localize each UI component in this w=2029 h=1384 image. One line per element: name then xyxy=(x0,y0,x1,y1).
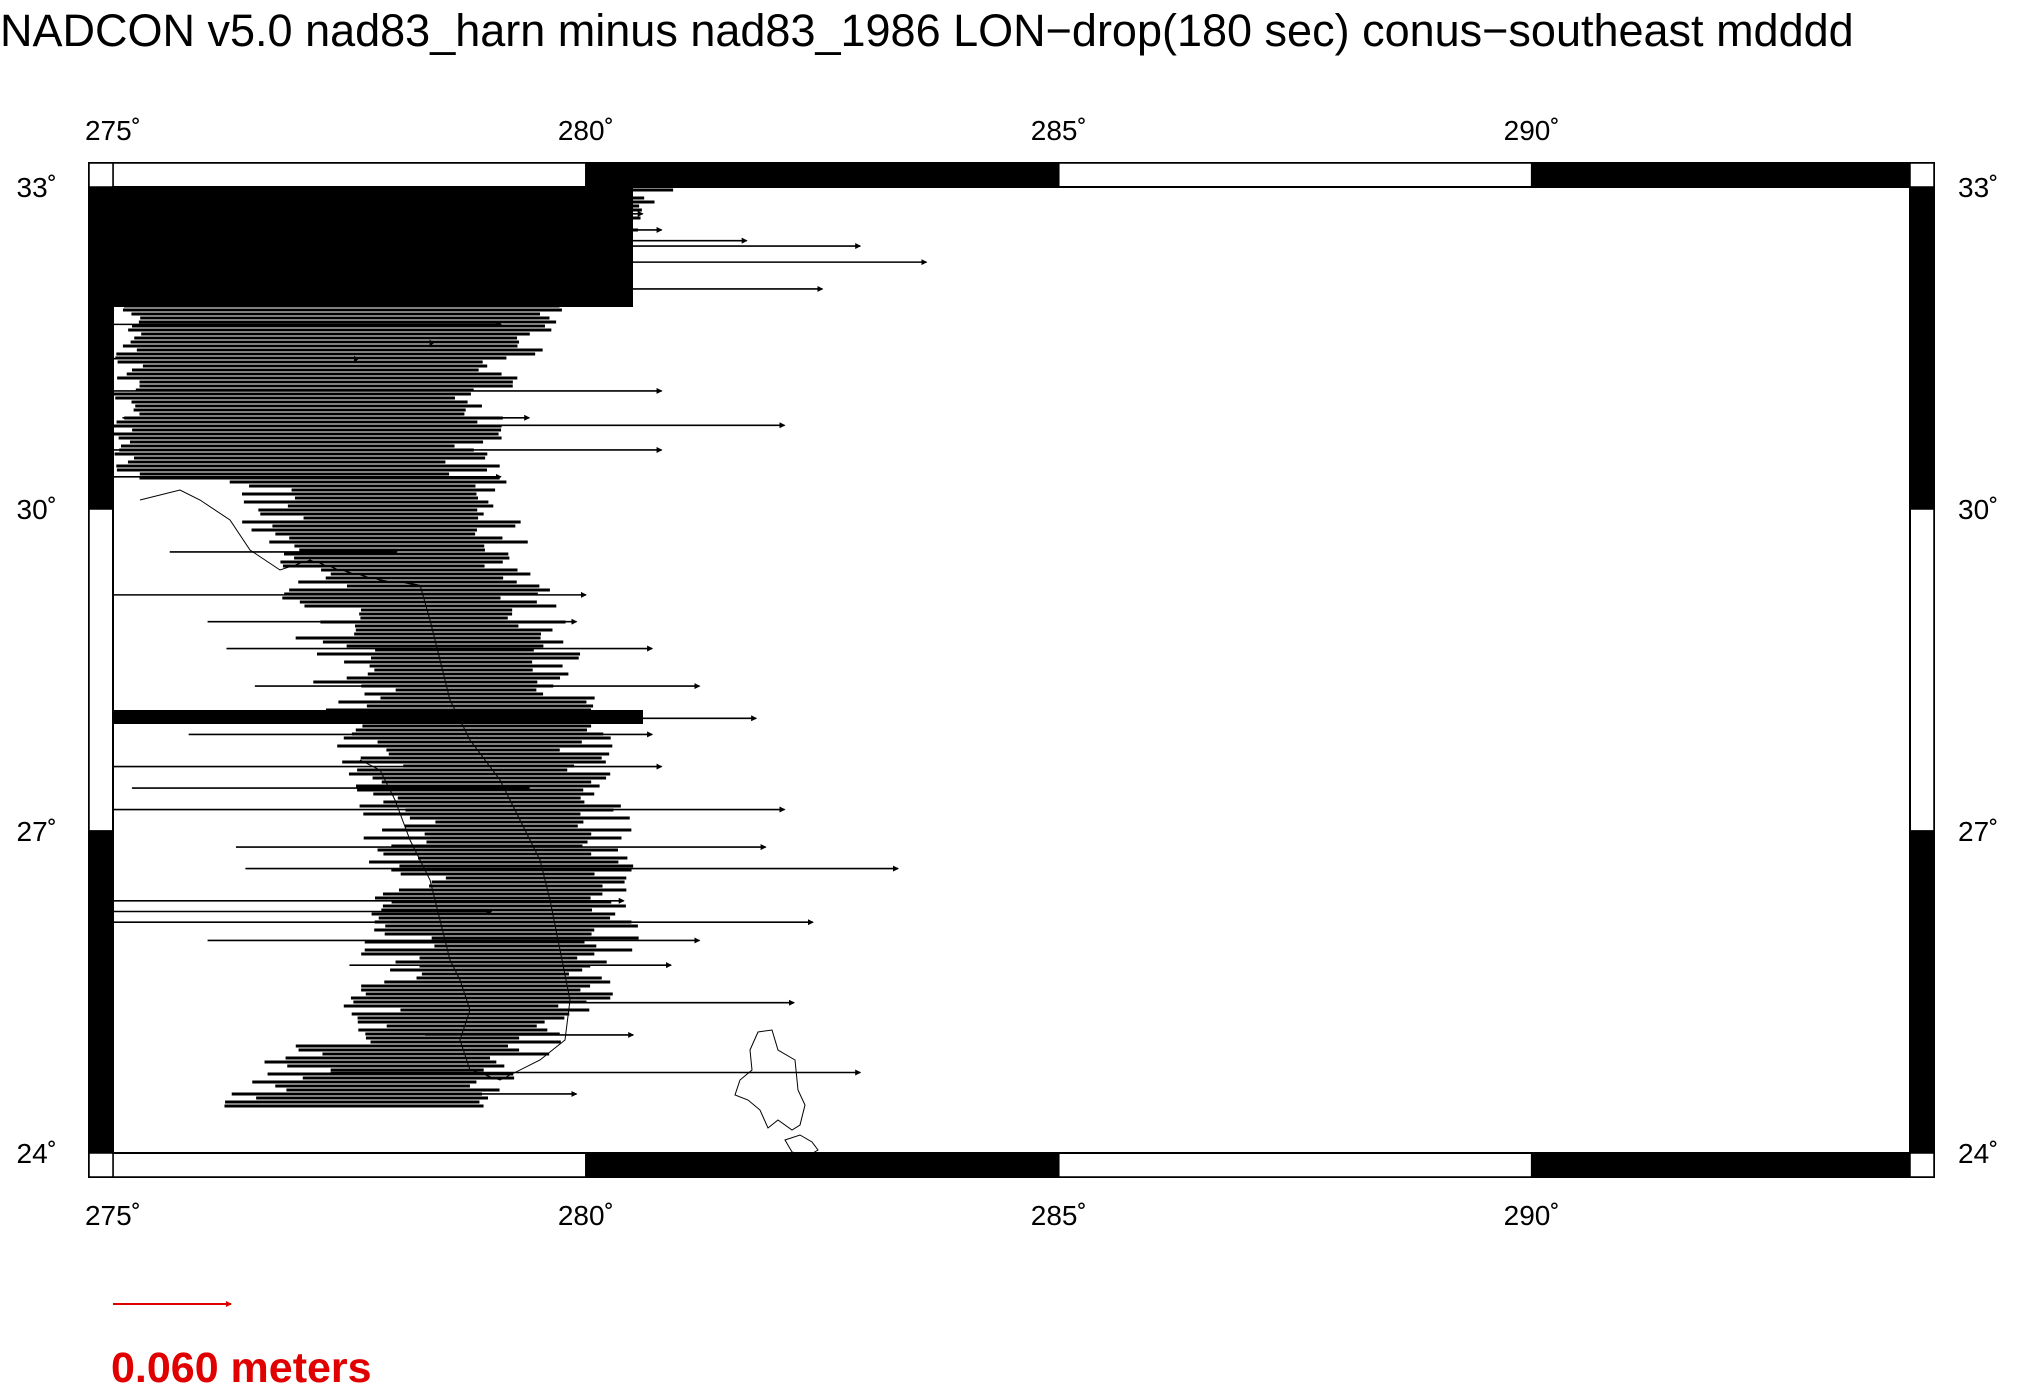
displacement-vectors xyxy=(113,192,928,1097)
plot-border xyxy=(112,186,1911,1154)
map-title: NADCON v5.0 nad83_harn minus nad83_1986 … xyxy=(0,5,1854,56)
frame-segment-right xyxy=(1909,830,1935,1154)
lat-tick-label-right: 27˚ xyxy=(1958,816,1998,847)
frame-corner xyxy=(88,162,114,188)
frame-corner xyxy=(1909,162,1935,188)
coastline-florida xyxy=(139,489,571,1081)
lon-tick-label-top: 275˚ xyxy=(85,115,141,146)
dense-vector-bands xyxy=(113,187,674,1108)
frame-segment-left xyxy=(88,186,114,510)
frame-corner xyxy=(1909,1152,1935,1178)
frame-segment-bottom xyxy=(1530,1152,1911,1178)
frame-segment-bottom xyxy=(112,1152,587,1178)
lat-tick-label-left: 24˚ xyxy=(17,1138,57,1169)
scale-label: 0.060 meters xyxy=(111,1344,372,1384)
scale-bar: 0.060 meters xyxy=(111,1301,372,1384)
frame-segment-left xyxy=(88,830,114,1154)
coastline-bahamas-small xyxy=(784,1134,819,1153)
dense-vector-block xyxy=(113,710,643,724)
axis-labels: 275˚ 275˚ 280˚ 280˚ 285˚ 285˚ 290˚ 290˚ 33˚ 33˚ 30… xyxy=(17,115,1999,1231)
frame-segment-bottom xyxy=(1058,1152,1533,1178)
lon-tick-label-bottom: 285˚ xyxy=(1031,1200,1087,1231)
lon-tick-label-bottom: 275˚ xyxy=(85,1200,141,1231)
lon-tick-label-top: 290˚ xyxy=(1504,115,1560,146)
lat-tick-label-left: 33˚ xyxy=(17,172,57,203)
frame-segment-top xyxy=(112,162,587,188)
lat-tick-label-left: 30˚ xyxy=(17,494,57,525)
coastline-bahamas-andros xyxy=(734,1029,806,1131)
frame-segment-top xyxy=(585,162,1060,188)
lon-tick-label-top: 285˚ xyxy=(1031,115,1087,146)
frame-segment-bottom xyxy=(585,1152,1060,1178)
lat-tick-label-right: 33˚ xyxy=(1958,172,1998,203)
lat-tick-label-left: 27˚ xyxy=(17,816,57,847)
frame-segment-left xyxy=(88,508,114,832)
frame-segment-right xyxy=(1909,508,1935,832)
dense-vector-block xyxy=(113,187,633,307)
lat-tick-label-right: 24˚ xyxy=(1958,1138,1998,1169)
lon-tick-label-top: 280˚ xyxy=(558,115,614,146)
frame-segment-right xyxy=(1909,186,1935,510)
lon-tick-label-bottom: 280˚ xyxy=(558,1200,614,1231)
lat-tick-label-right: 30˚ xyxy=(1958,494,1998,525)
frame-corner xyxy=(88,1152,114,1178)
lon-tick-label-bottom: 290˚ xyxy=(1504,1200,1560,1231)
frame-segment-top xyxy=(1530,162,1911,188)
data-layer xyxy=(113,187,928,1153)
frame-segment-top xyxy=(1058,162,1533,188)
